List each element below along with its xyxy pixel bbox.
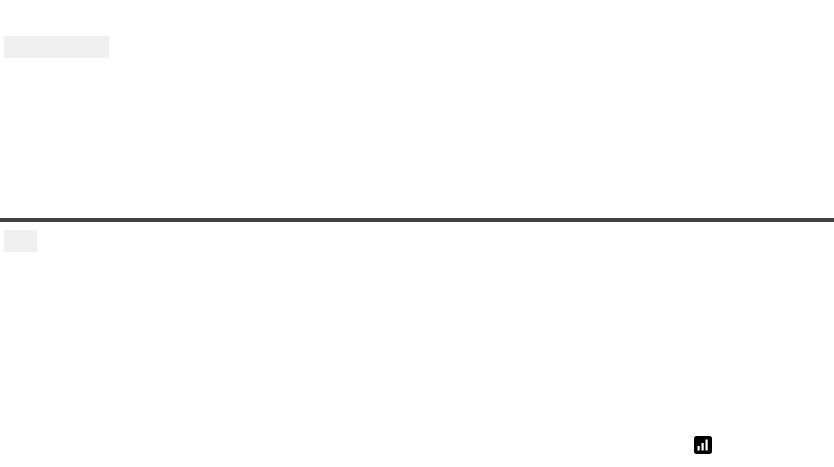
- gdp-legend: [4, 230, 37, 252]
- bloomberg-chart-icon: [694, 436, 712, 454]
- legend-item-gdp: [9, 236, 25, 247]
- bloomberg-logo: [688, 436, 712, 454]
- services-swatch-icon: [81, 42, 92, 53]
- pmi-legend: [4, 36, 109, 58]
- legend-item-composite: [9, 42, 25, 53]
- panel-separator: [0, 218, 834, 222]
- composite-swatch-icon: [9, 42, 20, 53]
- legend-item-services: [81, 42, 97, 53]
- gdp-swatch-icon: [9, 236, 20, 247]
- legend-item-manufacturing: [45, 42, 61, 53]
- manufacturing-swatch-icon: [45, 42, 56, 53]
